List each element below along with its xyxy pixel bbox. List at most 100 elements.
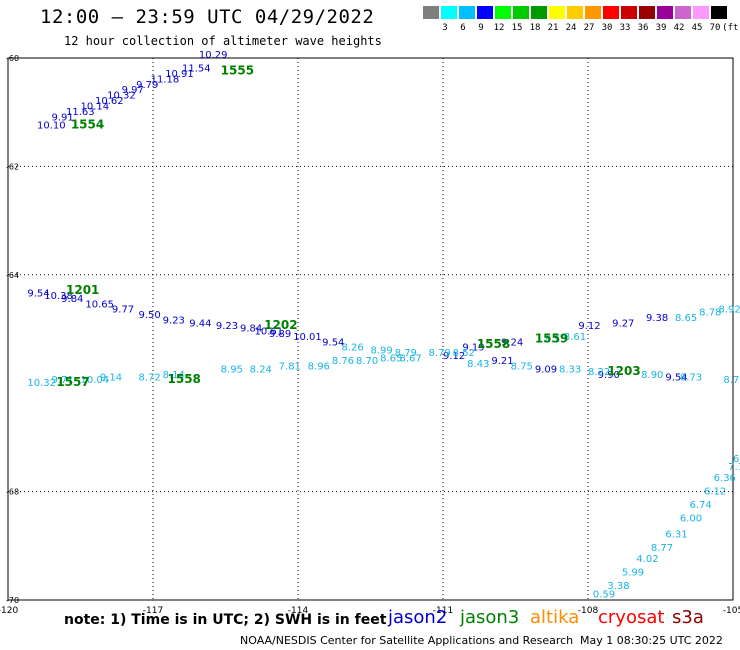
color-scale-label: (ft)	[722, 23, 740, 33]
color-scale-swatch	[621, 6, 637, 19]
wave-height-label: 8.79	[395, 348, 417, 359]
wave-height-label: 9.71	[52, 375, 74, 386]
wave-height-label: 10.65	[85, 299, 114, 310]
y-tick-label: -70	[6, 596, 19, 605]
wave-height-label: 9.12	[578, 321, 600, 332]
color-scale-swatch	[423, 6, 439, 19]
pass-time-label: 1558	[168, 372, 201, 386]
mission-label-s3a: s3a	[672, 607, 704, 628]
wave-height-label: 8.79	[429, 348, 451, 359]
wave-height-label: 6.31	[665, 530, 687, 541]
wave-height-label: 9.79	[136, 80, 158, 91]
color-scale-swatch	[441, 6, 457, 19]
x-tick-label: -114	[288, 606, 309, 616]
color-scale-label: 33	[619, 23, 631, 33]
wave-height-label: 9.54	[665, 372, 687, 383]
wave-height-label: 6.80	[733, 454, 740, 465]
color-scale-swatch	[531, 6, 547, 19]
color-scale-swatch	[495, 6, 511, 19]
pass-time-label: 1554	[71, 117, 104, 131]
pass-time-label: 1202	[264, 318, 297, 332]
color-scale-label: 6	[460, 23, 466, 33]
color-scale-label: 18	[529, 23, 541, 33]
wave-height-label: 8.75	[511, 362, 533, 373]
plot-frame	[7, 57, 734, 601]
wave-height-label: 8.70	[356, 356, 378, 367]
color-scale-label: 3	[442, 23, 448, 33]
wave-height-label: 10.04	[81, 375, 110, 386]
wave-height-label: 5.99	[622, 568, 644, 579]
footer-note: note: 1) Time is in UTC; 2) SWH is in fe…	[64, 612, 387, 628]
pass-time-label: 1203	[607, 364, 640, 378]
wave-height-label: 9.89	[269, 329, 291, 340]
color-scale-swatch	[585, 6, 601, 19]
wave-height-label: 9.19	[462, 343, 484, 354]
color-scale-swatch	[657, 6, 673, 19]
wave-height-label: 9.12	[443, 351, 465, 362]
wave-height-label: 8.73	[680, 372, 702, 383]
wave-height-label: 6.12	[704, 486, 726, 497]
page-subtitle: 12 hour collection of altimeter wave hei…	[64, 34, 382, 48]
color-scale-swatch	[567, 6, 583, 19]
wave-height-label: 9.44	[189, 318, 211, 329]
wave-height-label: 10.29	[199, 50, 228, 61]
timestamp-text: May 1 08:30:25 UTC 2022	[580, 634, 723, 647]
wave-height-label: 8.72	[139, 372, 161, 383]
x-tick-label: -111	[433, 606, 453, 616]
wave-height-label: 10.62	[95, 96, 124, 107]
color-scale-swatch	[639, 6, 655, 19]
wave-height-label: 8.65	[675, 313, 697, 324]
wave-height-label: 9.97	[122, 85, 144, 96]
color-scale-swatch	[603, 6, 619, 19]
x-tick-label: -120	[0, 606, 18, 616]
wave-height-label: 8.99	[371, 345, 393, 356]
wave-height-label: 8.77	[651, 543, 673, 554]
wave-height-label: 8.90	[641, 370, 663, 381]
y-tick-label: -60	[6, 54, 19, 63]
page-title: 12:00 – 23:59 UTC 04/29/2022	[40, 6, 375, 28]
wave-height-label: 8.33	[559, 364, 581, 375]
color-scale-label: 70	[709, 23, 721, 33]
pass-time-label: 1557	[56, 375, 89, 389]
x-tick-label: -108	[578, 606, 599, 616]
pass-time-label: 1201	[66, 283, 99, 297]
wave-height-label: 8.76	[332, 356, 354, 367]
wave-height-label: 7.10	[728, 462, 740, 473]
wave-height-label: 9.09	[535, 364, 557, 375]
color-scale-label: 27	[583, 23, 595, 33]
wave-height-label: 10.01	[293, 332, 322, 343]
x-tick-label: -117	[143, 606, 163, 616]
x-tick-label: -105	[723, 606, 740, 616]
wave-height-label: 8.24	[250, 364, 272, 375]
wave-height-label: 6.36	[714, 473, 736, 484]
color-scale-swatch	[459, 6, 475, 19]
mission-label-altika: altika	[530, 607, 580, 628]
wave-height-label: 8.22	[588, 367, 610, 378]
wave-height-label: 11.63	[66, 107, 95, 118]
color-scale-label: 39	[655, 23, 667, 33]
pass-time-label: 1555	[221, 63, 254, 77]
wave-height-label: 8.96	[308, 362, 330, 373]
wave-height-label: 10.10	[37, 120, 66, 131]
wave-height-label: 8.65	[380, 354, 402, 365]
wave-height-label: 9.23	[163, 316, 185, 327]
mission-label-jason3: jason3	[460, 607, 520, 628]
wave-height-label: 0.59	[593, 589, 615, 600]
wave-height-label: 10.38	[44, 291, 73, 302]
y-tick-label: -68	[6, 488, 19, 497]
wave-height-label: 9.90	[598, 370, 620, 381]
wave-height-label: 8.52	[453, 348, 475, 359]
wave-height-label: 8.26	[342, 343, 364, 354]
wave-height-label: 6.00	[680, 513, 702, 524]
color-scale-label: 30	[601, 23, 613, 33]
color-scale-swatch	[675, 6, 691, 19]
wave-height-label: 8.73	[723, 375, 740, 386]
mission-label-cryosat: cryosat	[598, 607, 665, 628]
color-scale-label: 36	[637, 23, 649, 33]
color-scale-label: 42	[673, 23, 685, 33]
wave-height-label: 10.14	[81, 101, 110, 112]
wave-height-label: 8.55	[545, 335, 567, 346]
color-scale-swatch	[549, 6, 565, 19]
wave-height-label: 10.32	[107, 91, 136, 102]
y-tick-label: -64	[6, 271, 19, 280]
